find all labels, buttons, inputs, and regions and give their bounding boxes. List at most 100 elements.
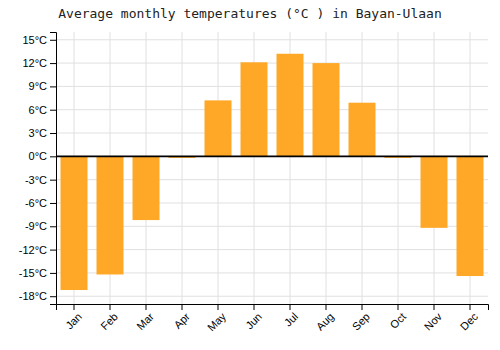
x-tick-label: Jan bbox=[63, 310, 84, 331]
y-tick-mark bbox=[50, 250, 56, 251]
grid-line-y bbox=[56, 109, 488, 110]
y-tick: 15°C bbox=[22, 34, 56, 46]
y-tick-label: -3°C bbox=[25, 174, 47, 186]
x-tick: Apr bbox=[172, 304, 193, 331]
y-tick-mark bbox=[50, 86, 56, 87]
grid-line-x bbox=[182, 32, 183, 304]
grid-line-y bbox=[56, 296, 488, 297]
y-tick: -18°C bbox=[19, 290, 56, 302]
y-tick: 3°C bbox=[29, 127, 56, 139]
grid-line-y bbox=[56, 39, 488, 40]
x-tick-mark bbox=[290, 304, 291, 310]
y-tick-mark bbox=[50, 63, 56, 64]
x-tick-label: Jun bbox=[243, 310, 264, 331]
grid bbox=[56, 32, 488, 304]
y-tick-label: 9°C bbox=[29, 80, 48, 92]
y-tick-label: -18°C bbox=[19, 290, 47, 302]
y-tick: -6°C bbox=[25, 197, 56, 209]
x-tick-label: Feb bbox=[98, 310, 120, 332]
x-tick-mark bbox=[110, 304, 111, 310]
y-tick-label: 12°C bbox=[22, 57, 47, 69]
y-tick-label: -9°C bbox=[25, 220, 47, 232]
bars bbox=[56, 54, 488, 290]
bar bbox=[241, 62, 268, 156]
x-axis-line bbox=[57, 305, 489, 311]
y-tick-label: 15°C bbox=[22, 34, 47, 46]
bar bbox=[421, 156, 448, 227]
x-tick: Dec bbox=[458, 304, 481, 333]
x-tick-mark bbox=[470, 304, 471, 310]
x-tick-mark bbox=[398, 304, 399, 310]
bar bbox=[277, 54, 304, 157]
x-tick: May bbox=[205, 304, 229, 333]
grid-line-x bbox=[218, 32, 219, 304]
x-tick-label: Nov bbox=[422, 310, 445, 333]
x-tick-label: Sep bbox=[350, 310, 372, 332]
grid-line-y bbox=[56, 156, 488, 157]
bar bbox=[313, 63, 340, 156]
y-tick: -9°C bbox=[25, 220, 56, 232]
x-tick-label: May bbox=[205, 310, 229, 334]
y-tick: -12°C bbox=[19, 244, 56, 256]
bar bbox=[349, 103, 376, 157]
x-tick-label: Apr bbox=[172, 310, 193, 331]
x-tick: Nov bbox=[422, 304, 445, 333]
grid-line-x bbox=[398, 32, 399, 304]
x-tick-mark bbox=[182, 304, 183, 310]
x-tick-label: Jul bbox=[282, 310, 300, 328]
x-tick-mark bbox=[218, 304, 219, 310]
x-tick-label: Oct bbox=[388, 310, 409, 331]
y-tick-mark bbox=[50, 110, 56, 111]
x-tick: Feb bbox=[98, 304, 120, 332]
x-tick-mark bbox=[326, 304, 327, 310]
y-tick-mark bbox=[50, 133, 56, 134]
x-tick-label: Mar bbox=[134, 310, 156, 332]
y-tick: -3°C bbox=[25, 174, 56, 186]
y-tick-label: -6°C bbox=[25, 197, 47, 209]
x-tick-mark bbox=[434, 304, 435, 310]
y-tick-mark bbox=[50, 180, 56, 181]
x-tick: Sep bbox=[350, 304, 372, 333]
y-tick: 0°C bbox=[29, 150, 56, 162]
x-tick-label: Aug bbox=[314, 310, 336, 332]
y-tick: 12°C bbox=[22, 57, 56, 69]
x-tick: Jan bbox=[63, 304, 84, 331]
bar bbox=[133, 156, 160, 220]
x-tick-mark bbox=[362, 304, 363, 310]
y-tick-label: 0°C bbox=[29, 150, 48, 162]
x-tick: Jun bbox=[243, 304, 264, 331]
x-tick-mark bbox=[74, 304, 75, 310]
y-tick: 6°C bbox=[29, 104, 56, 116]
zero-line bbox=[56, 155, 488, 157]
y-tick-label: 6°C bbox=[29, 104, 48, 116]
grid-line-y bbox=[56, 86, 488, 87]
y-tick-mark bbox=[50, 273, 56, 274]
y-tick: 9°C bbox=[29, 80, 56, 92]
x-tick: Aug bbox=[314, 304, 336, 333]
y-tick-mark bbox=[50, 40, 56, 41]
x-tick: Oct bbox=[388, 304, 409, 331]
chart-title: Average monthly temperatures (°C ) in Ba… bbox=[58, 6, 442, 21]
grid-line-y bbox=[56, 133, 488, 134]
y-tick-label: 3°C bbox=[29, 127, 48, 139]
x-tick: Mar bbox=[134, 304, 156, 332]
y-tick-mark bbox=[50, 203, 56, 204]
bar bbox=[457, 156, 484, 276]
y-tick-label: -12°C bbox=[19, 244, 47, 256]
y-tick-mark bbox=[50, 226, 56, 227]
y-tick-label: -15°C bbox=[19, 267, 47, 279]
y-tick-mark bbox=[50, 296, 56, 297]
bar bbox=[97, 156, 124, 274]
x-tick-mark bbox=[254, 304, 255, 310]
x-axis: Jan Feb Mar Apr May Jun Jul Aug Sep Oct Nov Dec bbox=[57, 304, 489, 333]
x-tick: Jul bbox=[282, 304, 300, 329]
chart-svg: Average monthly temperatures (°C ) in Ba… bbox=[0, 0, 500, 350]
y-tick-mark bbox=[50, 156, 56, 157]
bar bbox=[205, 100, 232, 156]
y-axis: -18°C -15°C -12°C -9°C -6°C -3°C 0°C 3°C 6°C 9°C 1… bbox=[19, 33, 57, 305]
plot-area: -18°C -15°C -12°C -9°C -6°C -3°C 0°C 3°C 6°C 9°C 1… bbox=[19, 32, 489, 333]
y-axis-line bbox=[50, 33, 57, 305]
x-tick-label: Dec bbox=[458, 310, 481, 333]
y-tick: -15°C bbox=[19, 267, 56, 279]
x-tick-mark bbox=[146, 304, 147, 310]
